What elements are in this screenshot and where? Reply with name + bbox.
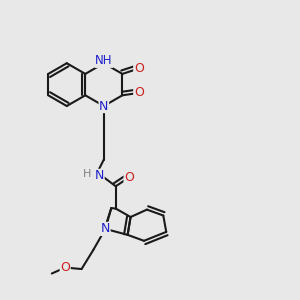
- Text: H: H: [83, 169, 92, 179]
- Text: O: O: [124, 171, 134, 184]
- Text: O: O: [60, 261, 70, 274]
- Text: NH: NH: [95, 54, 112, 67]
- Text: N: N: [100, 222, 110, 236]
- Text: N: N: [99, 100, 109, 112]
- Text: N: N: [95, 169, 104, 182]
- Text: O: O: [134, 62, 144, 75]
- Text: O: O: [134, 86, 144, 99]
